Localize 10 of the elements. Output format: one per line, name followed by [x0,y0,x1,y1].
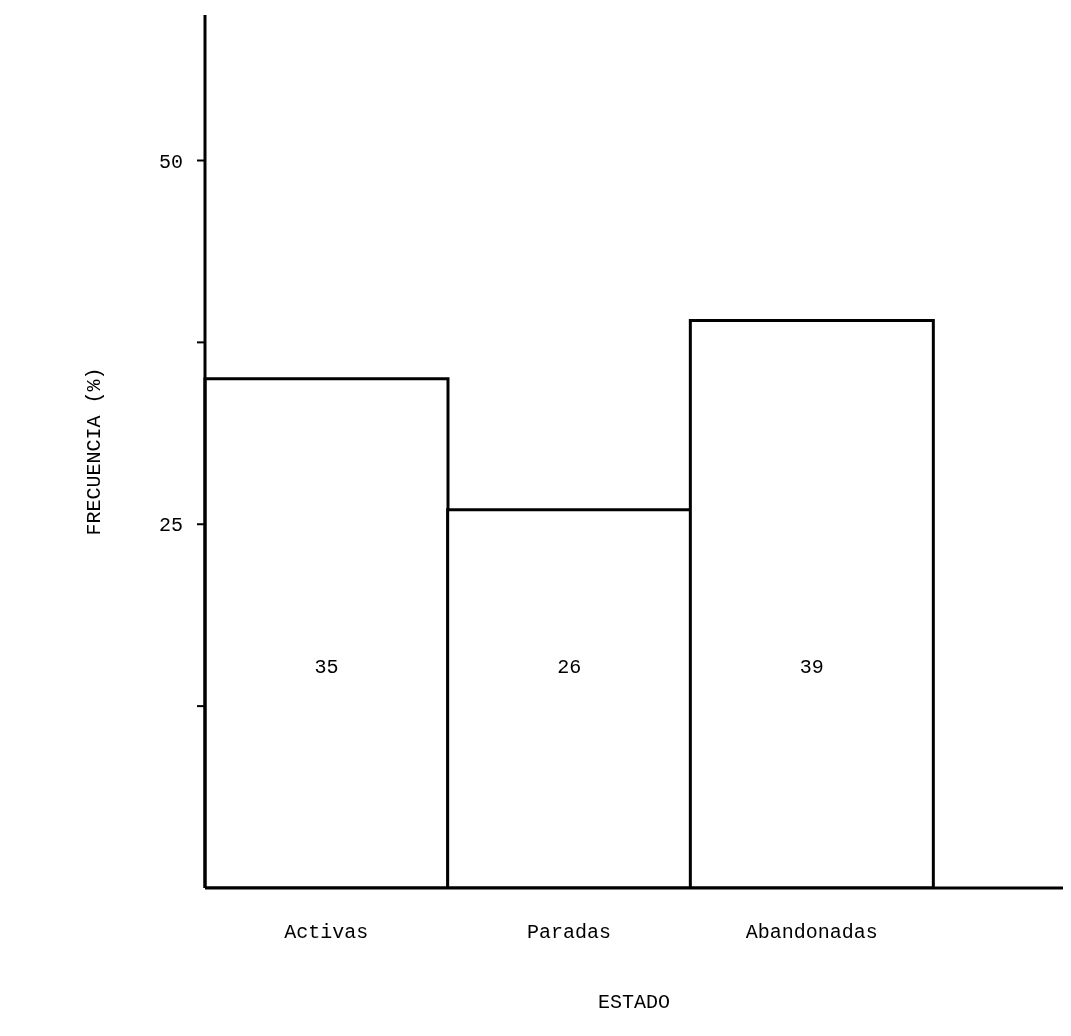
x-axis-title: ESTADO [597,991,671,1014]
data-label: 26 [557,656,582,679]
data-label: 39 [799,656,824,679]
x-tick-label: Paradas [526,921,612,945]
x-tick-label: Activas [284,921,369,945]
y-axis-title: FRECUENCIA (%) [83,367,107,536]
x-tick-label: Abandonadas [745,921,878,945]
y-tick-label: 25 [158,514,183,538]
data-label: 35 [314,656,339,679]
y-tick-label: 50 [158,150,183,174]
